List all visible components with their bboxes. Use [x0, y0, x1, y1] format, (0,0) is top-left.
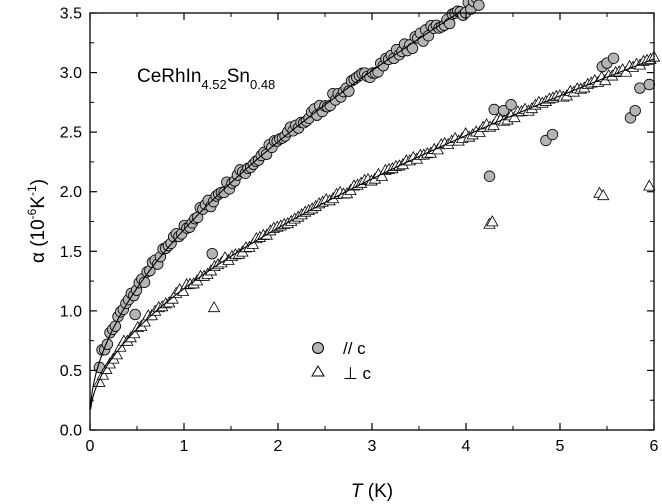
y-tick-label: 3.5	[60, 6, 82, 23]
data-point-perpendicular	[643, 179, 656, 191]
tick-labels-layer: 0 1 2 3 4 5 6 0.0 0.5 1.0 1.5 2.0 2.5 3.0 3.5	[60, 6, 659, 456]
y-tick-label: 0.0	[60, 423, 82, 440]
data-point-parallel	[607, 52, 620, 64]
data-point-parallel	[643, 78, 656, 91]
x-axis-title: T (K)	[351, 481, 393, 502]
data-point-parallel	[406, 42, 419, 55]
x-tick-label: 6	[650, 438, 659, 455]
y-tick-label: 2.0	[60, 184, 82, 201]
legend-marker-parallel	[312, 342, 324, 354]
x-tick-label: 0	[86, 438, 95, 455]
data-point-perpendicular	[246, 237, 260, 249]
data-point-perpendicular	[508, 110, 521, 123]
data-point-perpendicular	[207, 300, 221, 313]
y-tick-label: 1.5	[60, 244, 82, 261]
data-point-perpendicular	[176, 284, 190, 296]
data-point-parallel	[109, 320, 122, 332]
y-tick-label: 2.5	[60, 125, 82, 142]
y-tick-label: 0.5	[60, 363, 82, 380]
data-point-perpendicular	[114, 340, 127, 352]
data-point-parallel	[206, 247, 218, 260]
legend: // c ⊥ c	[311, 339, 372, 383]
x-tick-label: 4	[462, 438, 471, 455]
data-point-perpendicular	[486, 215, 499, 227]
y-axis-title: α (10-6K-1)	[25, 179, 49, 263]
x-tick-label: 2	[274, 438, 283, 455]
data-point-perpendicular	[96, 368, 110, 380]
data-point-parallel	[488, 103, 500, 116]
fit-curve-perpendicular	[89, 58, 654, 410]
x-tick-label: 5	[556, 438, 565, 455]
y-tick-label: 3.0	[60, 65, 82, 82]
data-point-parallel	[443, 17, 456, 30]
legend-marker-perpendicular	[311, 365, 325, 377]
data-point-perpendicular	[166, 292, 179, 304]
data-point-parallel	[129, 308, 141, 321]
x-tick-label: 3	[368, 438, 377, 455]
ticks-layer	[89, 12, 655, 431]
legend-label-parallel: // c	[343, 339, 366, 358]
data-point-parallel	[629, 104, 641, 117]
data-point-parallel	[546, 128, 559, 141]
data-point-perpendicular	[597, 188, 610, 201]
data-point-perpendicular	[93, 375, 106, 387]
data-point-parallel	[483, 170, 496, 182]
y-tick-label: 1.0	[60, 303, 82, 320]
x-tick-label: 1	[180, 438, 189, 455]
sample-annotation: CeRhIn4.52Sn0.48	[137, 66, 275, 92]
data-point-parallel	[505, 99, 517, 111]
legend-label-perpendicular: ⊥ c	[343, 364, 372, 383]
data-point-parallel	[473, 0, 485, 11]
